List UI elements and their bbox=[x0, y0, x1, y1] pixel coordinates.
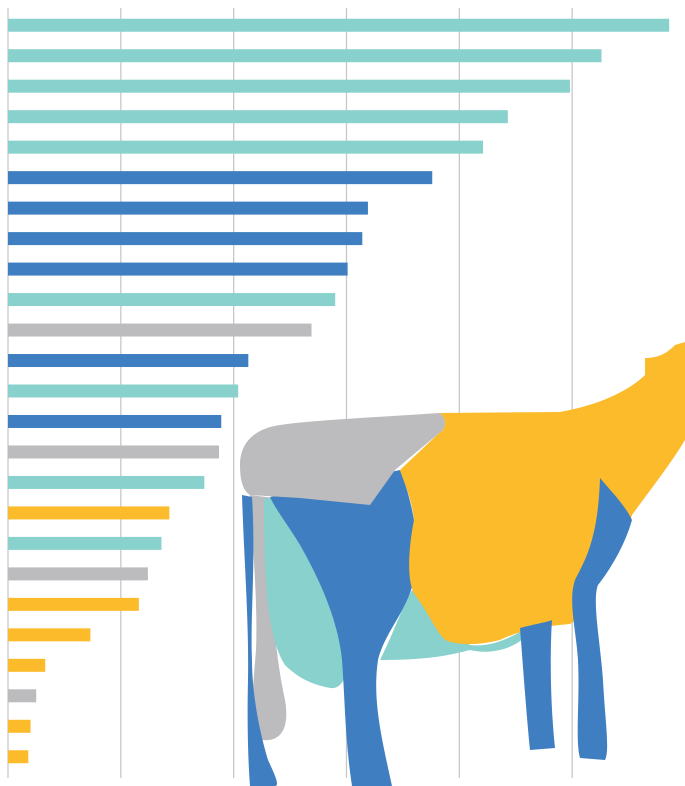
bar bbox=[8, 414, 222, 428]
bar bbox=[8, 658, 46, 672]
bar bbox=[8, 354, 249, 368]
bar bbox=[8, 110, 508, 124]
bar bbox=[8, 628, 91, 642]
cow-left-leg bbox=[242, 495, 278, 786]
bar bbox=[8, 140, 484, 154]
bar bbox=[8, 201, 368, 215]
bar bbox=[8, 293, 336, 307]
cow-body bbox=[400, 342, 685, 645]
cow-hind-leg bbox=[270, 470, 418, 786]
bar bbox=[8, 232, 363, 246]
bar bbox=[8, 536, 162, 550]
bar bbox=[8, 384, 239, 398]
bar bbox=[8, 689, 37, 703]
cow-illustration bbox=[240, 342, 685, 786]
bar bbox=[8, 323, 312, 337]
cow-belly bbox=[380, 590, 535, 660]
bar bbox=[8, 567, 148, 581]
bar bbox=[8, 171, 433, 185]
bar bbox=[8, 262, 348, 276]
bar bbox=[8, 18, 670, 32]
bar bbox=[8, 79, 570, 93]
bar bbox=[8, 49, 602, 63]
cow-udder bbox=[264, 498, 347, 689]
bar bbox=[8, 475, 205, 489]
bar bbox=[8, 445, 219, 459]
cow-tail bbox=[250, 495, 287, 741]
cow-front-leg bbox=[572, 478, 632, 760]
bar bbox=[8, 597, 139, 611]
bars bbox=[8, 18, 670, 764]
bar bbox=[8, 506, 170, 520]
cow-rump bbox=[240, 413, 446, 505]
bar bbox=[8, 750, 29, 764]
cow-back-leg bbox=[520, 620, 555, 750]
bar bbox=[8, 719, 31, 733]
